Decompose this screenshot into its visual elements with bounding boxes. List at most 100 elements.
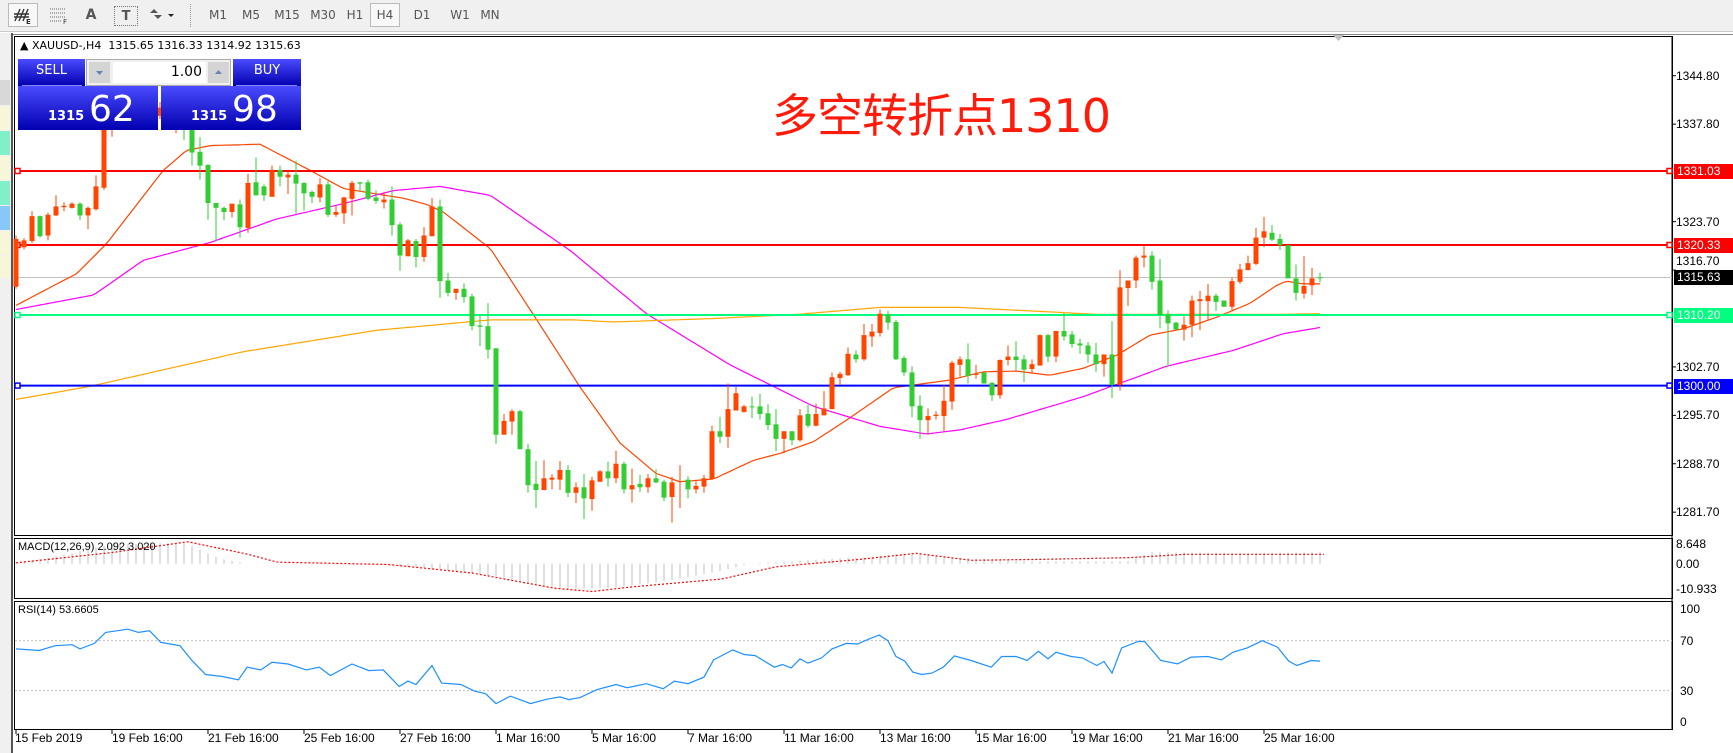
candle-body bbox=[1021, 359, 1027, 370]
candle-body bbox=[437, 206, 443, 282]
candle-body bbox=[965, 359, 971, 376]
candle bbox=[701, 474, 707, 493]
lot-input[interactable]: 1.00 bbox=[113, 62, 206, 83]
candle bbox=[77, 202, 83, 221]
chart-properties-button[interactable]: E bbox=[8, 3, 38, 27]
buy-label: BUY bbox=[253, 63, 281, 78]
candle bbox=[821, 391, 827, 416]
candle bbox=[21, 238, 27, 250]
period-m30-button[interactable]: M30 bbox=[310, 8, 336, 22]
candle-body bbox=[789, 431, 795, 441]
text-label-button[interactable]: T bbox=[114, 6, 138, 26]
candle bbox=[1029, 359, 1035, 374]
candle-body bbox=[949, 362, 955, 402]
navigator-item[interactable] bbox=[0, 181, 10, 205]
candle bbox=[101, 122, 107, 190]
candle bbox=[885, 310, 891, 330]
candle bbox=[509, 409, 515, 435]
navigator-item[interactable] bbox=[0, 131, 10, 155]
period-h1-button[interactable]: H1 bbox=[346, 8, 364, 22]
candle bbox=[13, 235, 19, 289]
candle bbox=[1309, 268, 1315, 295]
moving-average-line-1 bbox=[15, 143, 1320, 483]
candle bbox=[909, 366, 915, 418]
candle-body bbox=[693, 485, 699, 490]
candle bbox=[1141, 245, 1147, 268]
candle bbox=[413, 238, 419, 268]
horizontal-line-price-label: 1320.33 bbox=[1674, 237, 1733, 253]
candle bbox=[941, 384, 947, 432]
navigator-item[interactable] bbox=[0, 80, 10, 105]
arrows-dropdown-button[interactable] bbox=[146, 3, 178, 27]
candle-body bbox=[781, 431, 787, 439]
navigator-item[interactable] bbox=[0, 156, 10, 180]
line-anchor-handle bbox=[1666, 311, 1673, 319]
candle-body bbox=[741, 406, 747, 412]
navigator-item[interactable] bbox=[0, 206, 10, 230]
candle-body bbox=[893, 321, 899, 360]
lot-spinner[interactable]: 1.00 bbox=[86, 59, 231, 86]
time-axis-label: 15 Mar 16:00 bbox=[976, 731, 1047, 745]
candle-body bbox=[469, 296, 475, 327]
period-w1-button[interactable]: W1 bbox=[450, 8, 470, 22]
period-m15-button[interactable]: M15 bbox=[274, 8, 300, 22]
candle-body bbox=[1317, 277, 1323, 279]
candle-body bbox=[245, 182, 251, 228]
candle bbox=[1197, 290, 1203, 331]
period-m5-button[interactable]: M5 bbox=[242, 8, 260, 22]
lot-decrease-button[interactable] bbox=[89, 62, 110, 83]
text-tool-button[interactable]: A bbox=[85, 7, 97, 23]
candle bbox=[1245, 255, 1251, 271]
candle bbox=[461, 283, 467, 303]
period-d1-button[interactable]: D1 bbox=[413, 8, 431, 22]
navigator-edge bbox=[0, 33, 13, 753]
candle bbox=[1189, 295, 1195, 338]
navigator-item[interactable] bbox=[0, 256, 10, 278]
candle bbox=[645, 474, 651, 493]
buy-price-button[interactable]: 1315 98 bbox=[161, 86, 301, 130]
candle bbox=[741, 404, 747, 413]
candle-body bbox=[1117, 287, 1123, 385]
sell-price-button[interactable]: 1315 62 bbox=[18, 86, 158, 130]
collapse-triangle-icon[interactable]: ▲ bbox=[20, 39, 32, 52]
shift-marker-icon[interactable] bbox=[1333, 35, 1345, 43]
period-m1-button[interactable]: M1 bbox=[209, 8, 227, 22]
candle-body bbox=[1205, 295, 1211, 302]
candle-body bbox=[101, 129, 107, 188]
candle bbox=[221, 206, 227, 221]
candle-body bbox=[757, 406, 763, 414]
candle-body bbox=[525, 449, 531, 486]
candle bbox=[1069, 330, 1075, 348]
candle bbox=[573, 482, 579, 504]
candle-body bbox=[37, 216, 43, 237]
candle-body bbox=[565, 469, 571, 493]
navigator-item[interactable] bbox=[0, 106, 10, 130]
period-h4-button[interactable]: H4 bbox=[370, 3, 400, 27]
candle-body bbox=[413, 241, 419, 257]
navigator-item[interactable] bbox=[0, 231, 10, 255]
candle bbox=[757, 393, 763, 420]
period-mn-button[interactable]: MN bbox=[480, 8, 500, 22]
candle bbox=[501, 413, 507, 435]
buy-button[interactable]: BUY bbox=[233, 59, 301, 86]
sell-button[interactable]: SELL bbox=[18, 59, 85, 86]
chart-annotation-text[interactable]: 多空转折点1310 bbox=[772, 89, 1111, 143]
candle bbox=[37, 215, 43, 238]
candle-body bbox=[157, 107, 163, 116]
lot-increase-button[interactable] bbox=[208, 62, 229, 83]
candle-body bbox=[381, 199, 387, 203]
candle bbox=[29, 211, 35, 244]
candle bbox=[917, 395, 923, 439]
candle bbox=[237, 199, 243, 238]
grid-fibo-button[interactable]: F bbox=[46, 3, 72, 27]
candle-body bbox=[1133, 257, 1139, 281]
candle-body bbox=[325, 184, 331, 215]
time-axis-label: 21 Mar 16:00 bbox=[1168, 731, 1239, 745]
candle bbox=[893, 319, 899, 361]
candle-body bbox=[1037, 335, 1043, 366]
candle bbox=[1213, 293, 1219, 311]
candle bbox=[1053, 330, 1059, 363]
candle-body bbox=[709, 431, 715, 479]
candle-body bbox=[653, 478, 659, 483]
candle-body bbox=[221, 207, 227, 212]
